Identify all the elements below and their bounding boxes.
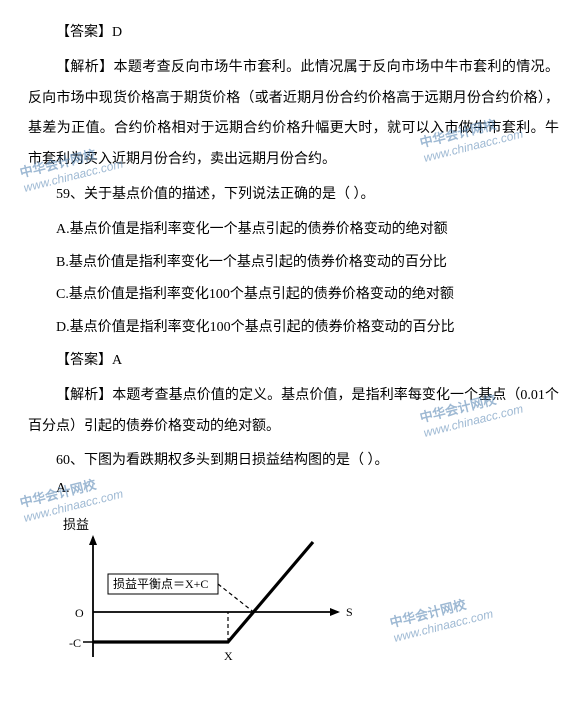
payoff-chart: 损益损益平衡点＝X+C O -C X S xyxy=(28,507,388,687)
explain-label: 【解析】 xyxy=(56,388,112,403)
svg-text:S: S xyxy=(346,605,353,619)
payoff-chart-svg: 损益损益平衡点＝X+C O -C X S xyxy=(28,507,388,682)
option-c: C.基点价值是指利率变化100个基点引起的债券价格变动的绝对额 xyxy=(28,280,559,311)
answer-label: 【答案】 xyxy=(56,25,112,40)
svg-text:损益: 损益 xyxy=(63,517,89,532)
watermark: 中华会计网校www.chinaacc.com xyxy=(388,588,495,645)
answer-block: 【答案】D xyxy=(28,18,559,49)
option-b: B.基点价值是指利率变化一个基点引起的债券价格变动的百分比 xyxy=(28,248,559,279)
answer-block: 【答案】A xyxy=(28,346,559,377)
svg-text:损益平衡点＝X+C: 损益平衡点＝X+C xyxy=(113,577,208,591)
explanation-block: 【解析】本题考查基点价值的定义。基点价值，是指利率每变化一个基点（0.01个百分… xyxy=(28,381,559,443)
explain-text: 本题考查反向市场牛市套利。此情况属于反向市场中牛市套利的情况。反向市场中现货价格… xyxy=(28,60,559,167)
option-a-label: A. xyxy=(28,481,559,497)
svg-text:O: O xyxy=(75,606,84,620)
question-stem: 59、关于基点价值的描述，下列说法正确的是（ ）。 xyxy=(28,180,559,211)
answer-label: 【答案】 xyxy=(56,353,112,368)
option-a: A.基点价值是指利率变化一个基点引起的债券价格变动的绝对额 xyxy=(28,215,559,246)
option-d: D.基点价值是指利率变化100个基点引起的债券价格变动的百分比 xyxy=(28,313,559,344)
explain-label: 【解析】 xyxy=(56,60,114,75)
explanation-block: 【解析】本题考查反向市场牛市套利。此情况属于反向市场中牛市套利的情况。反向市场中… xyxy=(28,53,559,176)
answer-value: D xyxy=(112,25,122,40)
answer-value: A xyxy=(112,353,122,368)
svg-text:-C: -C xyxy=(69,636,81,650)
svg-text:X: X xyxy=(224,649,233,663)
question-stem: 60、下图为看跌期权多头到期日损益结构图的是（ ）。 xyxy=(28,446,559,477)
